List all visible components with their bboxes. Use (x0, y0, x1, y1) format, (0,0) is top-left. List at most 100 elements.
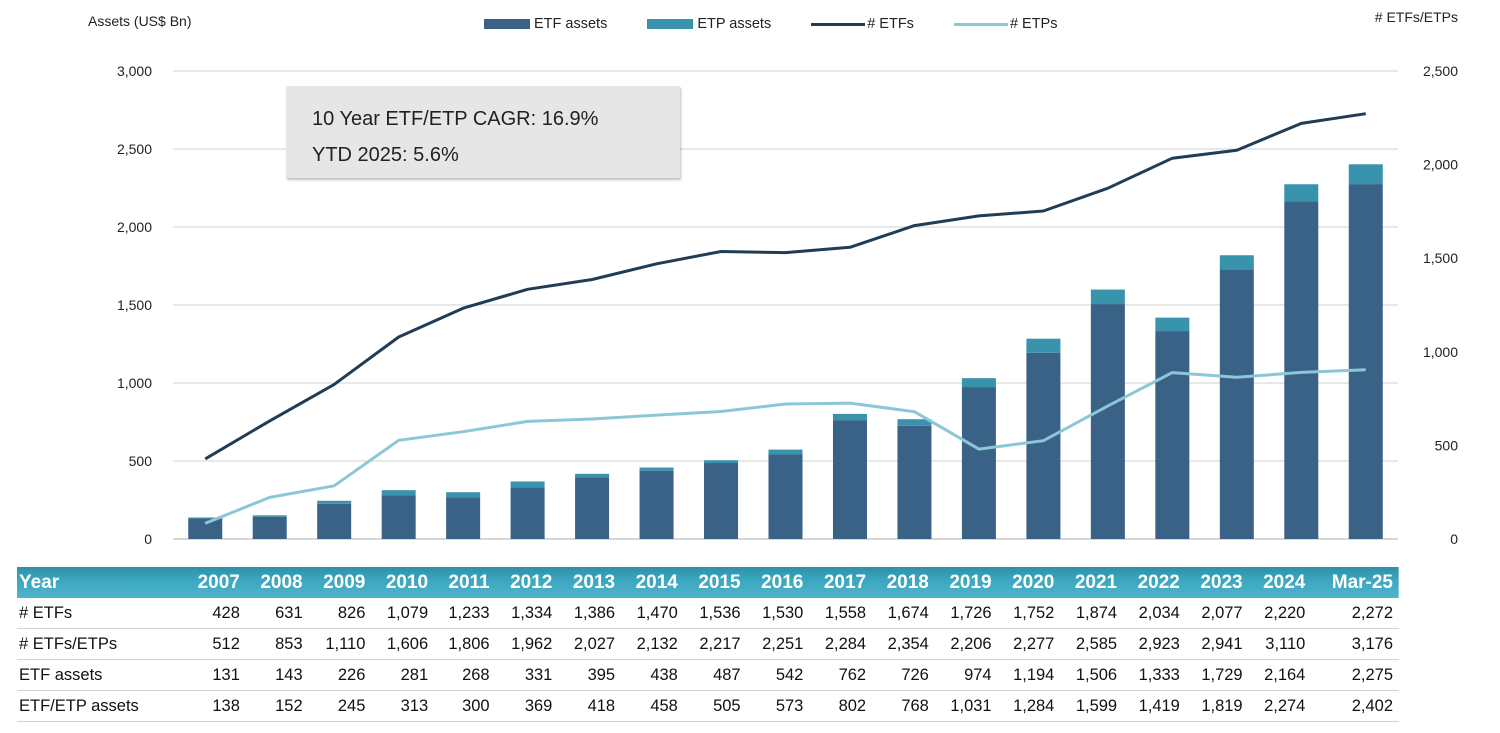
table-cell: 458 (621, 690, 684, 722)
legend-item-num-etps: # ETPs (953, 16, 1057, 32)
legend-swatch-num-etfs (811, 22, 866, 26)
left-tick-label: 1,500 (117, 297, 152, 313)
table-row-label: # ETFs (17, 598, 184, 629)
bars (188, 164, 1383, 539)
left-tick-label: 2,000 (117, 219, 152, 235)
table-cell: 2,585 (1060, 628, 1124, 660)
bar-etp-assets (446, 492, 481, 498)
bar-etf-assets (446, 497, 481, 539)
table-cell: 974 (934, 659, 998, 691)
bar-etp-assets (1090, 289, 1125, 305)
table-cell: 762 (809, 659, 873, 691)
table-cell: 131 (183, 659, 246, 691)
left-tick-label: 3,000 (117, 63, 152, 79)
bar-etf-assets (1348, 184, 1383, 539)
right-tick-label: 0 (1450, 531, 1458, 547)
table-cell: 2,275 (1311, 659, 1399, 691)
bar-etf-assets (317, 503, 352, 539)
table-cell: 1,536 (683, 598, 747, 629)
table-cell: 505 (683, 690, 747, 722)
table-header-year: 2022 (1137, 571, 1180, 593)
table-header-year: 2018 (886, 571, 929, 593)
table-cell: 143 (245, 659, 309, 691)
table-header-year: 2012 (510, 571, 553, 593)
table-row: ETF assets 131 143 226 281 268 331 395 438 487 542… (17, 659, 1399, 691)
bar-etp-assets (188, 517, 223, 519)
bar-etf-assets (897, 425, 932, 539)
table-cell: 1,752 (997, 598, 1061, 629)
table-cell: 1,386 (558, 598, 622, 629)
bar-etp-assets (510, 481, 545, 488)
table-cell: 1,962 (495, 628, 559, 660)
table-cell: 826 (308, 598, 372, 629)
table-cell: 1,558 (809, 598, 873, 629)
table-cell: 281 (371, 659, 435, 691)
table-cell: 1,233 (434, 598, 496, 629)
table-cell: 245 (308, 690, 372, 722)
table-cell: 2,277 (997, 628, 1061, 660)
table-cell: 1,606 (371, 628, 435, 660)
legend: ETF assets ETP assets # ETFs # ETPs (484, 16, 1097, 32)
bar-etf-assets (188, 518, 223, 539)
table-cell: 1,470 (621, 598, 684, 629)
table-header-label: Year (19, 571, 60, 593)
annotation-cagr: 10 Year ETF/ETP CAGR: 16.9% (312, 108, 599, 130)
bar-etp-assets (1284, 184, 1319, 202)
table-cell: 2,164 (1248, 659, 1312, 691)
table-cell: 418 (558, 690, 622, 722)
table-row: # ETFs/ETPs 512 853 1,110 1,606 1,806 1,962 2,0… (17, 628, 1399, 660)
table-cell: 2,923 (1123, 628, 1186, 660)
table-cell: 438 (621, 659, 684, 691)
table-cell: 2,941 (1185, 628, 1249, 660)
legend-swatch-etp-assets (647, 19, 694, 29)
table-cell: 2,251 (746, 628, 810, 660)
bar-etf-assets (832, 420, 867, 539)
table-header-year: 2021 (1074, 571, 1118, 593)
table-cell: 1,819 (1185, 690, 1249, 722)
left-tick-label: 1,000 (117, 375, 152, 391)
annotation-ytd: YTD 2025: 5.6% (312, 144, 459, 166)
table-cell: 1,599 (1060, 690, 1124, 722)
table-cell: 1,806 (434, 628, 496, 660)
table-cell: 1,079 (371, 598, 435, 629)
table-cell: 2,132 (621, 628, 684, 660)
bar-etp-assets (704, 460, 739, 464)
table-cell: 300 (434, 690, 496, 722)
bar-etf-assets (510, 487, 545, 539)
legend-item-etp-assets: ETP assets (647, 16, 771, 32)
legend-item-num-etfs: # ETFs (811, 16, 914, 32)
table-header-year: 2010 (385, 571, 429, 593)
table-cell: 1,110 (308, 628, 372, 660)
table-cell: 542 (746, 659, 810, 691)
bar-etf-assets (1026, 352, 1061, 539)
line-num-etfs (204, 112, 1367, 461)
table-row: ETF/ETP assets 138 152 245 313 300 369 418 458 50… (17, 690, 1399, 722)
table-header-year: 2023 (1200, 571, 1243, 593)
table-header-row: Year 2007 2008 2009 2010 2011 2012 2013 2014 201… (17, 567, 1399, 598)
bar-etf-assets (639, 470, 674, 539)
table-cell: 2,354 (872, 628, 935, 660)
bar-etp-assets (575, 473, 610, 478)
table-header-year: Mar-25 (1331, 571, 1393, 593)
line-num-etps (204, 368, 1366, 525)
table-row-label: ETF/ETP assets (17, 690, 184, 722)
table-cell: 313 (371, 690, 435, 722)
table-cell: 2,274 (1248, 690, 1312, 722)
table-cell: 2,027 (558, 628, 622, 660)
table-header-year: 2017 (823, 571, 867, 593)
right-tick-label: 1,500 (1423, 250, 1458, 266)
bar-etf-assets (704, 463, 739, 539)
bar-etp-assets (317, 500, 352, 504)
bar-etp-assets (639, 467, 674, 471)
table-cell: 1,031 (934, 690, 998, 722)
bar-etp-assets (832, 413, 867, 421)
table-header-year: 2024 (1263, 571, 1306, 593)
bar-etf-assets (768, 454, 803, 539)
table-cell: 138 (183, 690, 246, 722)
table-cell: 853 (245, 628, 309, 660)
legend-label-etp-assets: ETP assets (697, 16, 772, 32)
bar-etp-assets (1348, 164, 1383, 185)
bar-etp-assets (381, 490, 416, 496)
table-header-year: 2020 (1012, 571, 1055, 593)
right-tick-label: 1,000 (1423, 344, 1458, 360)
